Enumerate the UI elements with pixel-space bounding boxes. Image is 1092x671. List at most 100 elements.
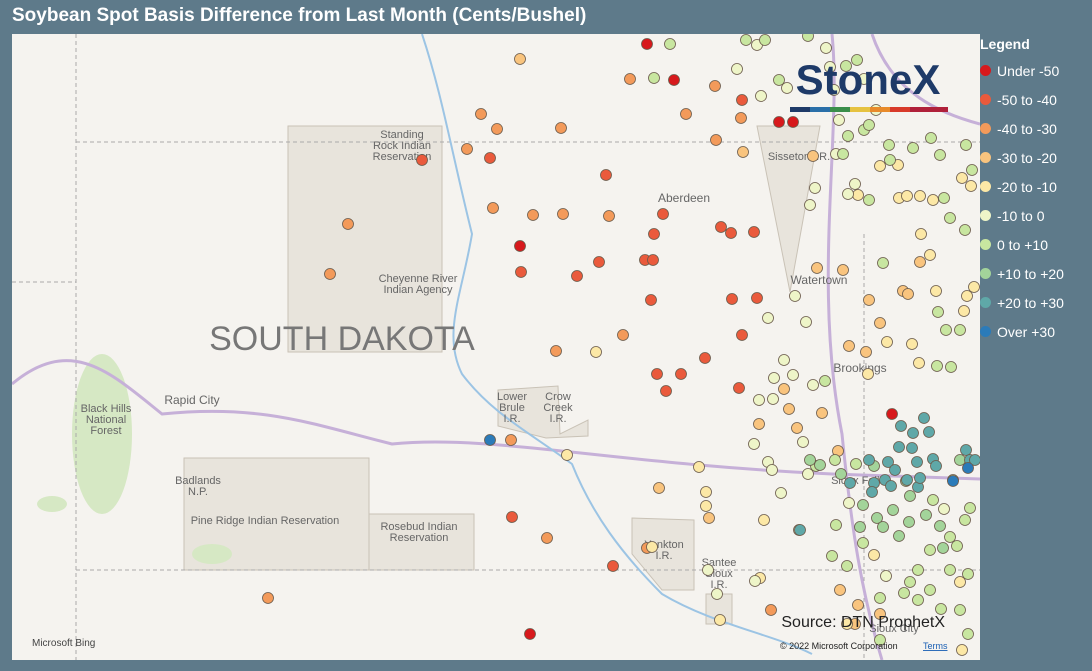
place-label: Pine Ridge Indian Reservation — [191, 515, 340, 527]
station-dot — [802, 34, 814, 42]
station-dot — [740, 34, 752, 46]
station-dot — [944, 564, 956, 576]
station-dot — [907, 427, 919, 439]
place-label: Sioux City — [869, 623, 919, 635]
station-dot — [898, 587, 910, 599]
legend-swatch — [980, 239, 991, 250]
station-dot — [657, 208, 669, 220]
station-dot — [858, 73, 870, 85]
station-dot — [850, 458, 862, 470]
station-dot — [800, 316, 812, 328]
station-dot — [515, 266, 527, 278]
station-dot — [962, 628, 974, 640]
station-dot — [947, 475, 959, 487]
station-dot — [753, 418, 765, 430]
station-dot — [944, 212, 956, 224]
station-dot — [964, 502, 976, 514]
legend-label: +20 to +30 — [997, 294, 1064, 311]
station-dot — [557, 208, 569, 220]
station-dot — [755, 90, 767, 102]
station-dot — [814, 459, 826, 471]
station-dot — [711, 588, 723, 600]
logo: StoneX — [790, 56, 948, 112]
station-dot — [877, 521, 889, 533]
station-dot — [962, 462, 974, 474]
station-dot — [920, 509, 932, 521]
legend-label: 0 to +10 — [997, 236, 1048, 253]
legend-items: Under -50 -50 to -40 -40 to -30 -30 to -20 -… — [980, 56, 1064, 346]
place-label: Lower Brule I.R. — [497, 391, 527, 425]
station-dot — [524, 628, 536, 640]
station-dot — [715, 221, 727, 233]
station-dot — [895, 420, 907, 432]
station-dot — [940, 324, 952, 336]
station-dot — [593, 256, 605, 268]
station-dot — [874, 317, 886, 329]
terms-link[interactable]: Terms — [923, 641, 948, 651]
legend-title: Legend — [980, 36, 1030, 52]
station-dot — [804, 454, 816, 466]
station-dot — [733, 382, 745, 394]
station-dot — [968, 281, 980, 293]
station-dot — [868, 549, 880, 561]
station-dot — [416, 154, 428, 166]
station-dot — [960, 444, 972, 456]
station-dot — [797, 436, 809, 448]
legend-item: -10 to 0 — [980, 201, 1064, 230]
station-dot — [787, 369, 799, 381]
legend-label: -50 to -40 — [997, 91, 1057, 108]
place-label: Brookings — [833, 361, 886, 375]
station-dot — [906, 442, 918, 454]
legend-item: -40 to -30 — [980, 114, 1064, 143]
station-dot — [773, 74, 785, 86]
station-dot — [541, 532, 553, 544]
station-dot — [571, 270, 583, 282]
station-dot — [660, 385, 672, 397]
station-dot — [874, 634, 886, 646]
station-dot — [906, 338, 918, 350]
station-dot — [748, 438, 760, 450]
legend: Legend Under -50 -50 to -40 -40 to -30 -30 … — [980, 36, 1064, 346]
station-dot — [938, 192, 950, 204]
station-dot — [843, 497, 855, 509]
station-dot — [645, 294, 657, 306]
station-dot — [884, 154, 896, 166]
station-dot — [914, 190, 926, 202]
station-dot — [951, 540, 963, 552]
place-label: Sisseton I.R. — [768, 151, 830, 163]
station-dot — [731, 63, 743, 75]
station-dot — [851, 54, 863, 66]
station-dot — [912, 594, 924, 606]
bing-label: Microsoft Bing — [32, 638, 95, 649]
legend-item: 0 to +10 — [980, 230, 1064, 259]
station-dot — [871, 512, 883, 524]
station-dot — [927, 494, 939, 506]
station-dot — [807, 379, 819, 391]
station-dot — [820, 42, 832, 54]
station-dot — [765, 604, 777, 616]
legend-swatch — [980, 268, 991, 279]
station-dot — [710, 134, 722, 146]
borders — [12, 34, 980, 660]
station-dot — [804, 199, 816, 211]
station-dot — [824, 61, 836, 73]
station-dot — [514, 240, 526, 252]
roads — [12, 34, 980, 660]
map-title: Soybean Spot Basis Difference from Last … — [12, 5, 587, 26]
station-dot — [863, 454, 875, 466]
station-dot — [829, 454, 841, 466]
copyright: © 2022 Microsoft Corporation — [780, 641, 898, 651]
place-label: Crow Creek I.R. — [543, 391, 573, 425]
station-dot — [923, 426, 935, 438]
station-dot — [903, 516, 915, 528]
station-dot — [877, 257, 889, 269]
station-dot — [966, 164, 978, 176]
station-dot — [934, 520, 946, 532]
station-dot — [904, 490, 916, 502]
station-dot — [736, 329, 748, 341]
station-dot — [646, 541, 658, 553]
legend-label: -10 to 0 — [997, 207, 1045, 224]
station-dot — [913, 357, 925, 369]
station-dot — [505, 434, 517, 446]
